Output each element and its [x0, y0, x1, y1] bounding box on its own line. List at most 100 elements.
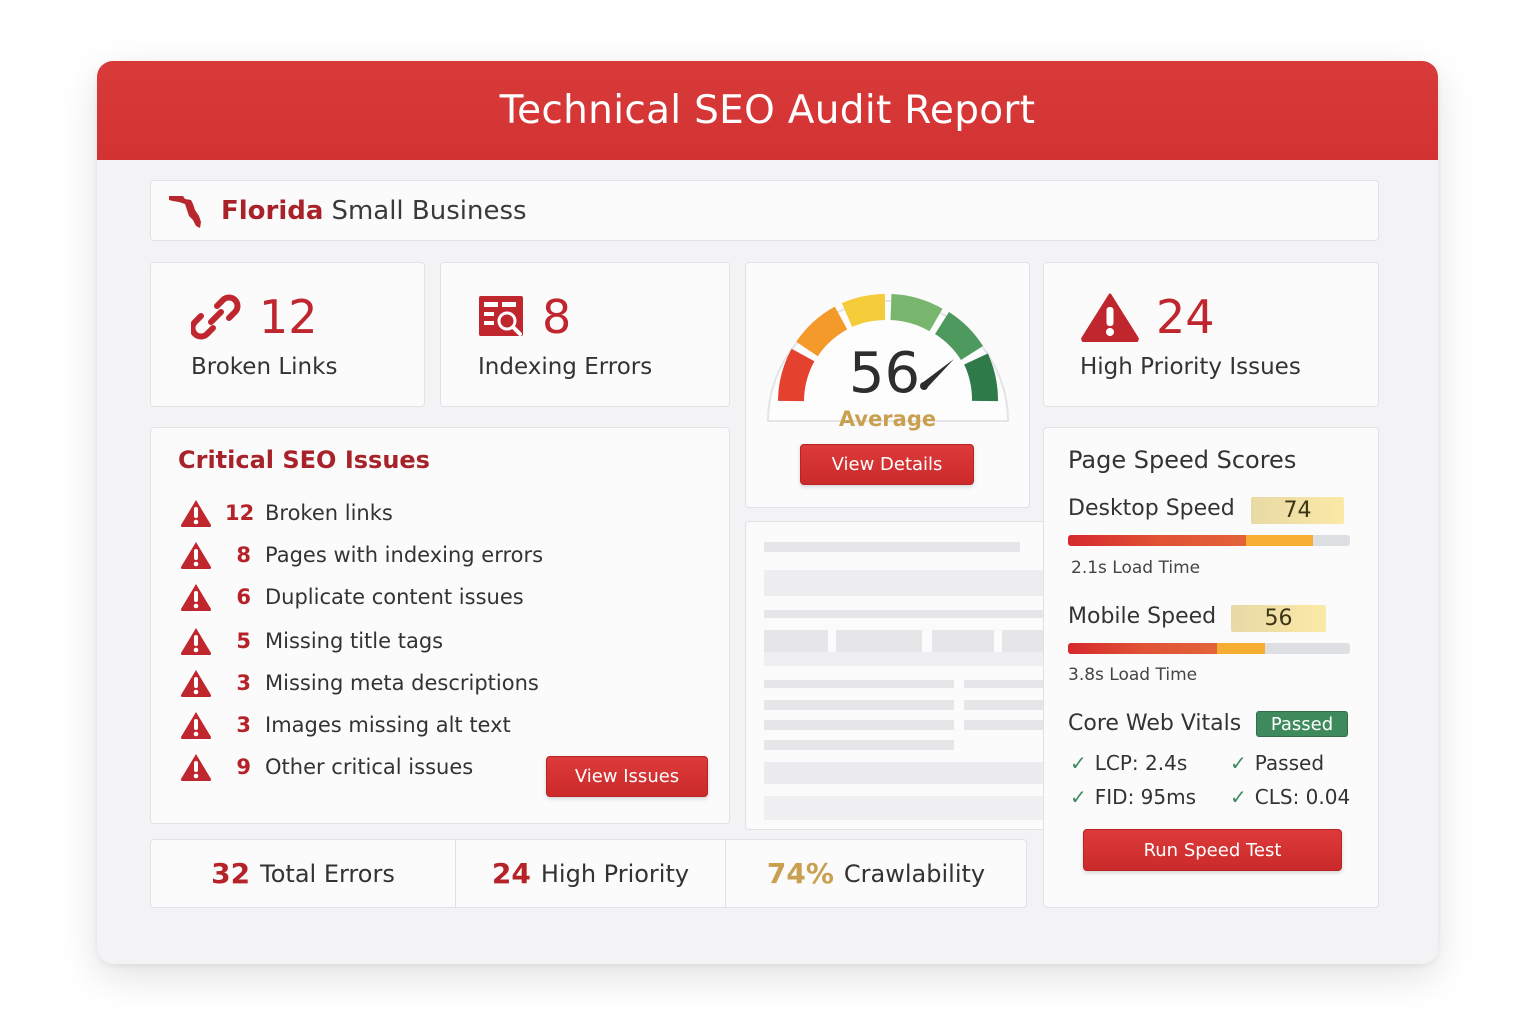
cwv-metric-text: CLS: 0.04	[1254, 785, 1351, 809]
total-errors-value: 32	[211, 857, 251, 890]
preview-skeleton-block	[764, 570, 1045, 596]
indexing-errors-label: Indexing Errors	[478, 353, 653, 380]
page-speed-title: Page Speed Scores	[1068, 446, 1297, 474]
issue-count: 5	[236, 629, 251, 653]
cwv-metric-fid: ✓ FID: 95ms	[1070, 785, 1196, 809]
desktop-speed-label: Desktop Speed	[1068, 496, 1235, 521]
mobile-speed-label: Mobile Speed	[1068, 604, 1217, 629]
issue-item[interactable]: 8 Pages with indexing errors	[179, 540, 543, 570]
score-gauge	[766, 294, 1010, 422]
preview-skeleton-block	[764, 762, 1045, 784]
preview-skeleton-bar	[764, 680, 954, 688]
issue-count: 9	[236, 755, 251, 779]
desktop-load-time: 2.1s Load Time	[1071, 558, 1201, 578]
issue-item[interactable]: 3 Images missing alt text	[179, 710, 511, 740]
index-search-icon	[479, 295, 523, 336]
issue-label: Other critical issues	[265, 755, 474, 779]
warning-icon	[180, 628, 212, 655]
warning-icon	[180, 542, 212, 569]
cwv-metric-text: LCP: 2.4s	[1094, 751, 1188, 775]
issue-count: 8	[236, 543, 251, 567]
page-title: Technical SEO Audit Report	[499, 88, 1036, 133]
seo-score-gauge-card: 56 Average View Details	[745, 262, 1030, 508]
stat-high-priority[interactable]: 24 High Priority Issues	[1043, 262, 1379, 407]
issue-item[interactable]: 6 Duplicate content issues	[179, 582, 524, 612]
warning-icon	[180, 500, 212, 527]
cwv-metric-cls: ✓ CLS: 0.04	[1230, 785, 1350, 809]
broken-link-icon	[191, 294, 241, 339]
summary-crawlability: 74% Crawlability	[726, 840, 1026, 907]
preview-skeleton-bar	[964, 680, 1045, 688]
issue-item[interactable]: 5 Missing title tags	[179, 626, 443, 656]
check-icon: ✓	[1230, 785, 1247, 809]
check-icon: ✓	[1230, 751, 1247, 775]
preview-skeleton-bar	[764, 720, 954, 730]
broken-links-count: 12	[259, 289, 318, 344]
high-priority-count: 24	[1156, 289, 1215, 344]
indexing-errors-count: 8	[542, 289, 572, 344]
view-details-button[interactable]: View Details	[800, 444, 974, 485]
critical-issues-panel: Critical SEO Issues 12 Broken links 8 Pa…	[150, 427, 730, 824]
crawlability-label: Crawlability	[843, 859, 986, 888]
broken-links-label: Broken Links	[191, 353, 338, 380]
issue-item[interactable]: 9 Other critical issues	[179, 752, 473, 782]
core-web-vitals-label: Core Web Vitals	[1068, 711, 1242, 736]
issue-count: 3	[236, 713, 251, 737]
core-web-vitals-status-badge: Passed	[1256, 711, 1348, 737]
cwv-metric-text: FID: 95ms	[1094, 785, 1197, 809]
issue-label: Pages with indexing errors	[265, 543, 544, 567]
issue-item[interactable]: 12 Broken links	[179, 498, 393, 528]
preview-skeleton-block	[836, 630, 922, 652]
stat-indexing-errors[interactable]: 8 Indexing Errors	[440, 262, 730, 407]
cwv-metric-text: Passed	[1254, 751, 1325, 775]
summary-high-priority: 24 High Priority	[456, 840, 726, 907]
preview-skeleton-bar	[964, 720, 1045, 730]
desktop-speed-bar	[1068, 535, 1350, 546]
issue-count: 3	[236, 671, 251, 695]
preview-skeleton-block	[764, 796, 1045, 820]
crawlability-value: 74%	[766, 857, 834, 890]
report-header: Technical SEO Audit Report	[97, 61, 1438, 160]
issue-label: Duplicate content issues	[265, 585, 524, 609]
warning-icon	[180, 712, 212, 739]
summary-bar: 32 Total Errors 24 High Priority 74% Cra…	[150, 839, 1027, 908]
warning-icon	[180, 754, 212, 781]
critical-issues-title: Critical SEO Issues	[178, 446, 430, 474]
business-type: Small Business	[331, 195, 527, 226]
high-priority-value: 24	[491, 857, 531, 890]
page-speed-panel: Page Speed Scores Desktop Speed 74 2.1s …	[1043, 427, 1379, 908]
preview-skeleton-bar	[764, 740, 954, 750]
mobile-load-time: 3.8s Load Time	[1068, 665, 1198, 685]
issue-label: Images missing alt text	[265, 713, 511, 737]
preview-skeleton-block	[1002, 630, 1045, 652]
florida-map-icon	[169, 195, 201, 228]
high-priority-label: High Priority Issues	[1080, 353, 1301, 380]
preview-skeleton-bar	[964, 700, 1045, 710]
view-issues-button[interactable]: View Issues	[546, 756, 708, 797]
cwv-metric-lcp: ✓ LCP: 2.4s	[1070, 751, 1187, 775]
issue-label: Broken links	[265, 501, 393, 525]
business-state: Florida	[221, 195, 324, 226]
check-icon: ✓	[1070, 751, 1087, 775]
issue-count: 12	[225, 501, 255, 525]
total-errors-label: Total Errors	[260, 859, 395, 888]
issue-count: 6	[236, 585, 251, 609]
preview-skeleton-block	[764, 630, 828, 652]
high-priority-label: High Priority	[540, 859, 690, 888]
stat-broken-links[interactable]: 12 Broken Links	[150, 262, 425, 407]
run-speed-test-button[interactable]: Run Speed Test	[1083, 829, 1342, 871]
preview-skeleton-bar	[764, 542, 1020, 552]
preview-skeleton-block	[764, 652, 1045, 666]
seo-score-rating: Average	[838, 407, 937, 431]
desktop-speed-score: 74	[1251, 497, 1344, 524]
issue-label: Missing meta descriptions	[265, 671, 539, 695]
warning-icon	[180, 670, 212, 697]
cwv-metric-passed: ✓ Passed	[1230, 751, 1324, 775]
summary-total-errors: 32 Total Errors	[151, 840, 456, 907]
preview-skeleton-bar	[764, 700, 954, 710]
warning-icon	[1081, 293, 1139, 342]
check-icon: ✓	[1070, 785, 1087, 809]
mobile-speed-score: 56	[1231, 605, 1326, 632]
page-preview-thumbnail	[745, 521, 1045, 830]
issue-item[interactable]: 3 Missing meta descriptions	[179, 668, 539, 698]
